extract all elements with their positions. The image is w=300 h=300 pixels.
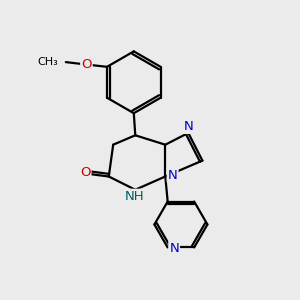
Text: N: N <box>169 242 179 255</box>
Text: CH₃: CH₃ <box>38 57 58 67</box>
Text: O: O <box>81 58 92 71</box>
Text: N: N <box>168 169 178 182</box>
Text: O: O <box>80 167 91 179</box>
Text: NH: NH <box>125 190 145 203</box>
Text: N: N <box>184 120 194 133</box>
